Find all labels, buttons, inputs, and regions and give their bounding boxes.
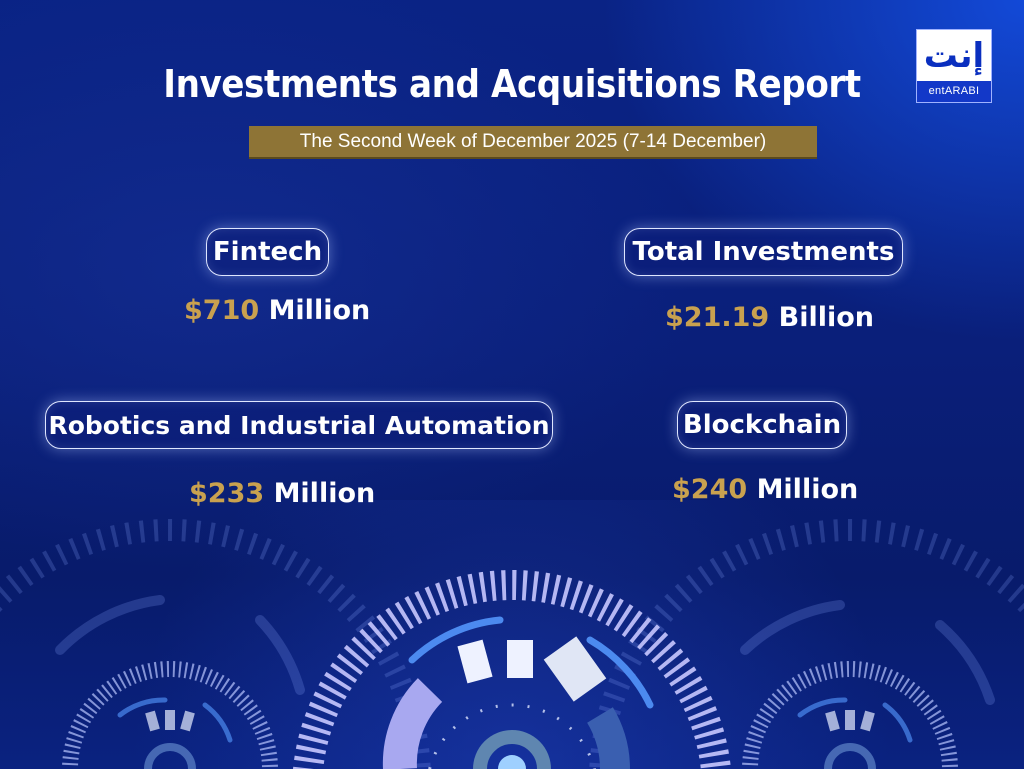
logo-arabic-text: إنت [923, 36, 985, 76]
category-label-robotics: Robotics and Industrial Automation [45, 401, 553, 449]
unit: Million [268, 295, 371, 326]
stat-value-fintech: $710 Million [184, 295, 370, 326]
amount: $710 [184, 295, 260, 326]
stat-value-blockchain: $240 Million [672, 474, 858, 505]
unit: Billion [778, 302, 874, 333]
amount: $21.19 [665, 302, 770, 333]
unit: Million [756, 474, 859, 505]
entarabi-logo: إنت entARABI [916, 29, 992, 103]
page-title: Investments and Acquisitions Report [163, 62, 861, 106]
amount: $233 [189, 478, 265, 509]
stat-value-robotics: $233 Million [189, 478, 375, 509]
logo-latin-text: entARABI [917, 80, 991, 102]
date-range-banner: The Second Week of December 2025 (7-14 D… [249, 126, 817, 159]
category-label-total-investments: Total Investments [624, 228, 903, 276]
category-label-blockchain: Blockchain [677, 401, 847, 449]
amount: $240 [672, 474, 748, 505]
unit: Million [273, 478, 376, 509]
stat-value-total-investments: $21.19 Billion [665, 302, 874, 333]
category-label-fintech: Fintech [206, 228, 329, 276]
